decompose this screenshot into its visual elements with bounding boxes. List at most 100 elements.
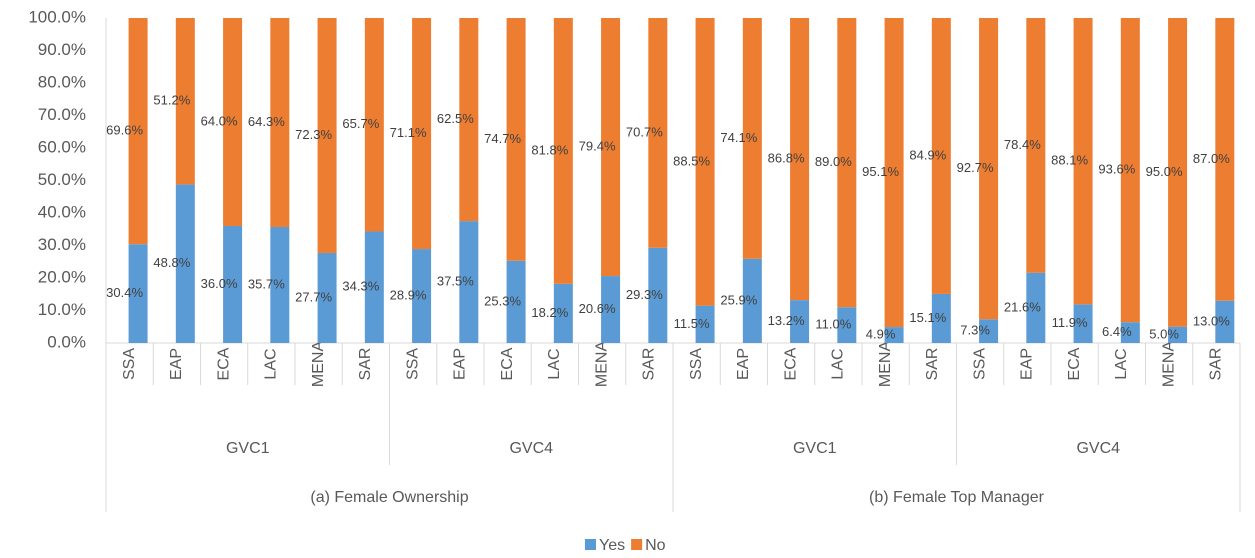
value-label: 95.1% xyxy=(862,164,899,179)
value-label: 21.6% xyxy=(1004,299,1041,314)
bar-segment xyxy=(979,18,999,320)
value-label: 34.3% xyxy=(342,279,379,294)
y-tick-label: 100.0% xyxy=(28,7,86,26)
value-label: 84.9% xyxy=(909,147,946,162)
value-label: 70.7% xyxy=(626,124,663,139)
value-label: 74.7% xyxy=(484,131,521,146)
value-label: 4.9% xyxy=(866,326,896,341)
bar-segment xyxy=(601,276,621,343)
bar-segment xyxy=(884,327,904,343)
y-tick-label: 90.0% xyxy=(38,40,86,59)
x-tick-label: EAP xyxy=(452,348,469,380)
legend-swatch xyxy=(585,539,596,550)
bar-segment xyxy=(1026,18,1046,273)
x-tick-label: SSA xyxy=(688,348,705,380)
value-label: 25.3% xyxy=(484,293,521,308)
x-tick-label: SSA xyxy=(121,348,138,380)
bar-segment xyxy=(506,18,526,261)
value-label: 71.1% xyxy=(390,125,427,140)
value-label: 95.0% xyxy=(1146,164,1183,179)
x-tick-label: SAR xyxy=(641,348,658,381)
bar-segment xyxy=(790,18,810,301)
bar-segment xyxy=(648,247,668,343)
y-tick-label: 40.0% xyxy=(38,202,86,221)
value-label: 74.1% xyxy=(720,130,757,145)
x-tick-label: SSA xyxy=(404,348,421,380)
x-tick-label: SSA xyxy=(971,348,988,380)
x-tick-label: ECA xyxy=(782,347,799,380)
bar-segment xyxy=(931,18,951,294)
value-label: 30.4% xyxy=(106,285,143,300)
y-tick-label: 60.0% xyxy=(38,137,86,156)
value-label: 18.2% xyxy=(531,305,568,320)
value-label: 7.3% xyxy=(960,323,990,338)
bar-segment xyxy=(790,300,810,343)
bar-segment xyxy=(931,293,951,343)
x-tick-label: SAR xyxy=(357,348,374,381)
group-label: GVC1 xyxy=(793,440,837,457)
y-tick-label: 80.0% xyxy=(38,72,86,91)
bar-segment xyxy=(553,18,573,284)
bar-segment xyxy=(412,249,432,343)
value-label: 11.9% xyxy=(1052,315,1088,330)
x-tick-label: MENA xyxy=(877,341,894,388)
bar-segment xyxy=(1168,18,1188,327)
x-tick-label: LAC xyxy=(546,348,563,379)
value-label: 25.9% xyxy=(720,292,757,307)
bar-segment xyxy=(270,226,290,343)
value-label: 15.1% xyxy=(909,310,946,325)
value-label: 65.7% xyxy=(342,116,379,131)
bar-segment xyxy=(223,18,243,226)
value-label: 87.0% xyxy=(1193,151,1230,166)
value-label: 11.5% xyxy=(674,316,710,331)
x-tick-label: ECA xyxy=(215,347,232,380)
bar-segment xyxy=(506,260,526,343)
x-tick-label: LAC xyxy=(263,348,280,379)
bar-segment xyxy=(1120,322,1140,343)
x-tick-label: EAP xyxy=(168,348,185,380)
bar-segment xyxy=(1168,326,1188,343)
bar-segment xyxy=(459,221,479,343)
x-tick-label: EAP xyxy=(735,348,752,380)
value-label: 37.5% xyxy=(437,274,474,289)
bar-segment xyxy=(364,231,384,343)
value-label: 36.0% xyxy=(201,276,238,291)
value-label: 48.8% xyxy=(153,255,190,270)
value-label: 92.7% xyxy=(957,160,994,175)
bar-segment xyxy=(648,18,668,248)
x-tick-label: ECA xyxy=(499,347,516,380)
bar-segment xyxy=(459,18,479,222)
bar-segment xyxy=(317,252,337,343)
y-tick-label: 70.0% xyxy=(38,105,86,124)
bar-segment xyxy=(128,18,148,245)
value-label: 64.3% xyxy=(248,114,285,129)
x-tick-label: MENA xyxy=(593,341,610,388)
x-tick-label: LAC xyxy=(1113,348,1130,379)
bar-segment xyxy=(979,319,999,343)
bar-segment xyxy=(695,18,715,306)
x-tick-label: MENA xyxy=(310,341,327,388)
bar-segment xyxy=(1215,300,1235,343)
x-tick-label: LAC xyxy=(830,348,847,379)
value-label: 89.0% xyxy=(815,154,852,169)
y-tick-label: 50.0% xyxy=(38,170,86,189)
y-tick-label: 20.0% xyxy=(38,267,86,286)
bar-segment xyxy=(553,283,573,343)
value-label: 69.6% xyxy=(106,123,143,138)
group-label: GVC4 xyxy=(1076,440,1120,457)
value-label: 13.2% xyxy=(768,313,805,328)
bar-segment xyxy=(223,226,243,343)
bar-segment xyxy=(1073,18,1093,305)
group-label: GVC4 xyxy=(509,440,553,457)
bar-segment xyxy=(695,305,715,343)
bar-segment xyxy=(1120,18,1140,323)
legend-label: Yes xyxy=(599,537,625,554)
x-tick-label: SAR xyxy=(924,348,941,381)
bar-segment xyxy=(1215,18,1235,301)
value-label: 72.3% xyxy=(295,127,332,142)
bar-segment xyxy=(1026,272,1046,343)
legend-label: No xyxy=(645,537,666,554)
y-tick-label: 0.0% xyxy=(47,332,86,351)
value-label: 51.2% xyxy=(153,93,190,108)
